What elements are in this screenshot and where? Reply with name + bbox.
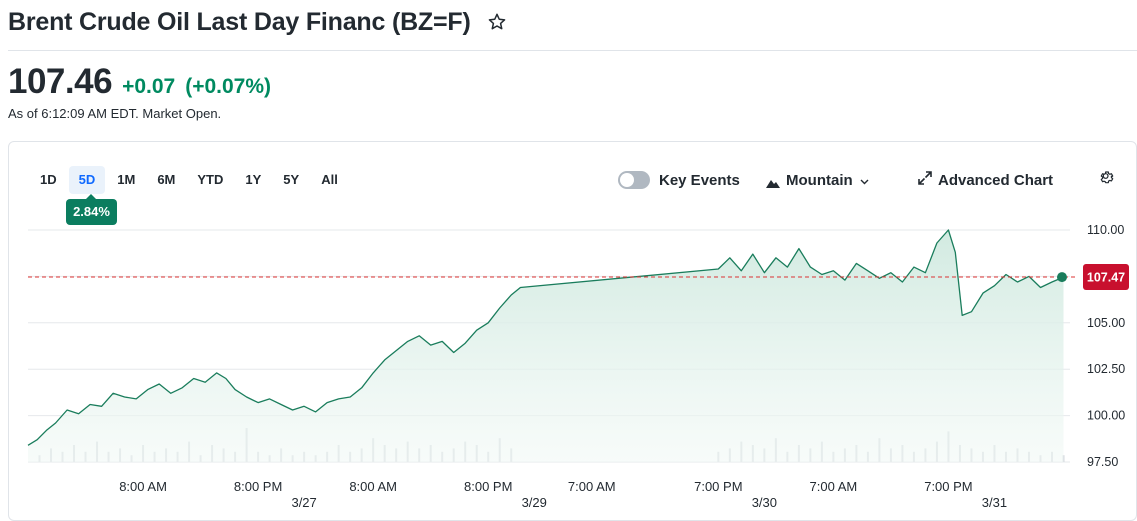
range-5y-button[interactable]: 5Y bbox=[283, 172, 300, 187]
x-tick-label: 7:00 PM bbox=[694, 479, 742, 494]
x-date-label: 3/30 bbox=[752, 495, 777, 510]
x-tick-label: 8:00 PM bbox=[234, 479, 282, 494]
y-tick-label: 97.50 bbox=[1087, 455, 1118, 469]
x-tick-label: 8:00 AM bbox=[119, 479, 167, 494]
as-of-timestamp: As of 6:12:09 AM EDT. Market Open. bbox=[8, 106, 222, 121]
x-tick-label: 7:00 AM bbox=[810, 479, 858, 494]
range-1d-button[interactable]: 1D bbox=[40, 172, 57, 187]
expand-icon bbox=[918, 171, 932, 189]
gear-icon[interactable] bbox=[1099, 170, 1115, 190]
price-change-percent: (+0.07%) bbox=[185, 75, 271, 98]
page-title: Brent Crude Oil Last Day Financ (BZ=F) bbox=[8, 7, 471, 36]
price-line bbox=[27, 229, 1064, 446]
x-date-label: 3/31 bbox=[982, 495, 1007, 510]
y-tick-label: 110.00 bbox=[1087, 223, 1124, 237]
chart-type-group: Mountain bbox=[766, 168, 869, 192]
key-events-toggle-group: Key Events bbox=[618, 168, 740, 192]
mountain-icon bbox=[766, 175, 780, 188]
last-price-tag-label: 107.47 bbox=[1087, 270, 1125, 284]
last-price-dot bbox=[1057, 272, 1067, 283]
x-date-label: 3/27 bbox=[291, 495, 316, 510]
y-tick-label: 102.50 bbox=[1087, 362, 1125, 376]
last-price-tag bbox=[1083, 263, 1129, 290]
advanced-chart-button[interactable]: Advanced Chart bbox=[918, 171, 1053, 189]
key-events-toggle[interactable]: Key Events bbox=[618, 171, 740, 189]
y-tick-label: 105.00 bbox=[1087, 316, 1125, 330]
x-tick-label: 7:00 PM bbox=[924, 479, 972, 494]
range-selector: 1D 5D 1M 6M YTD 1Y 5Y All bbox=[30, 166, 350, 194]
advanced-chart-group: Advanced Chart bbox=[918, 168, 1053, 192]
range-change-badge: 2.84% bbox=[66, 194, 117, 225]
toggle-switch[interactable] bbox=[618, 171, 650, 189]
chevron-down-icon bbox=[860, 172, 869, 189]
settings-group bbox=[1099, 168, 1115, 192]
header-divider bbox=[8, 50, 1137, 51]
key-events-label: Key Events bbox=[659, 171, 740, 189]
range-5d-button[interactable]: 5D bbox=[68, 166, 106, 194]
range-6m-button[interactable]: 6M bbox=[157, 172, 176, 187]
x-tick-label: 7:00 AM bbox=[568, 479, 616, 494]
quote-summary: 107.46 +0.07 (+0.07%) bbox=[8, 62, 271, 102]
chart-type-dropdown[interactable]: Mountain bbox=[766, 172, 869, 189]
chart-type-label: Mountain bbox=[786, 171, 853, 189]
current-price: 107.46 bbox=[8, 62, 113, 101]
price-area bbox=[28, 230, 1064, 462]
x-tick-label: 8:00 AM bbox=[349, 479, 397, 494]
range-ytd-button[interactable]: YTD bbox=[197, 172, 224, 187]
price-change: +0.07 bbox=[122, 75, 176, 98]
x-date-label: 3/29 bbox=[522, 495, 547, 510]
y-tick-label: 100.00 bbox=[1087, 409, 1125, 423]
range-1m-button[interactable]: 1M bbox=[117, 172, 136, 187]
range-all-button[interactable]: All bbox=[321, 172, 338, 187]
advanced-chart-label: Advanced Chart bbox=[938, 171, 1054, 189]
star-icon[interactable] bbox=[487, 12, 507, 32]
header: Brent Crude Oil Last Day Financ (BZ=F) bbox=[8, 6, 507, 38]
range-1y-button[interactable]: 1Y bbox=[245, 172, 262, 187]
x-tick-label: 8:00 PM bbox=[464, 479, 512, 494]
